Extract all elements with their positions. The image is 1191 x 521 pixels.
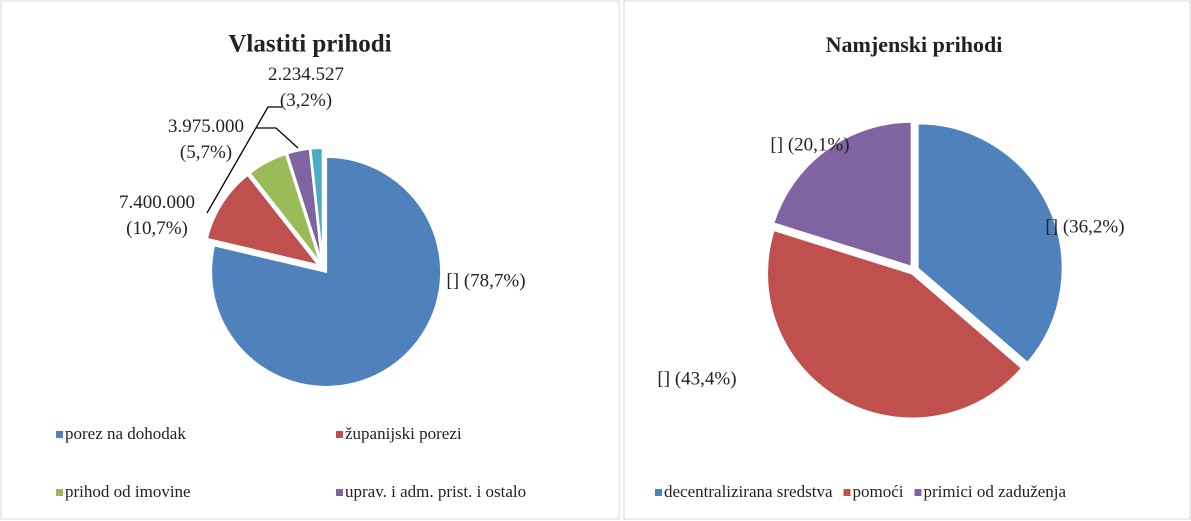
data-label: 3.975.000 (5,7%): [168, 116, 244, 163]
legend-swatch: [56, 489, 63, 496]
pie-slice: [766, 228, 1024, 420]
leader-line: [206, 106, 282, 214]
chart-title: Vlastiti prihodi: [228, 31, 391, 58]
chart-frame: [623, 0, 1191, 520]
pie-slice: [210, 155, 443, 388]
chart-title: Namjenski prihodi: [826, 32, 1003, 57]
legend-swatch: [56, 431, 63, 438]
legend-label: primici od zaduženja: [924, 482, 1067, 501]
data-label: 7.400.000 (10,7%): [119, 192, 195, 239]
pie-slice: [772, 120, 913, 269]
data-label: [] (43,4%): [657, 368, 736, 389]
chart-frame: [0, 0, 620, 520]
legend-swatch: [336, 489, 343, 496]
legend-label: prihod od imovine: [65, 482, 191, 501]
pie-slice: [205, 173, 322, 267]
legend-label: županijski porezi: [345, 424, 462, 443]
data-label: [] (78,7%): [446, 270, 525, 291]
legend-swatch: [655, 489, 662, 496]
pie-slice: [916, 122, 1064, 365]
legend-label: porez na dohodak: [65, 424, 186, 443]
legend-swatch: [336, 431, 343, 438]
legend-label: uprav. i adm. prist. i ostalo: [345, 482, 526, 501]
data-label: [] (36,2%): [1045, 216, 1124, 237]
legend-swatch: [843, 489, 851, 496]
legend-label: pomoći: [853, 482, 904, 501]
data-label: 2.234.527 (3,2%): [268, 64, 344, 111]
pie-slice: [309, 147, 324, 264]
leader-line: [256, 127, 299, 149]
legend-swatch: [914, 489, 922, 496]
data-label: [] (20,1%): [770, 134, 849, 155]
pie-slice: [248, 152, 322, 265]
legend-label: decentralizirana sredstva: [664, 482, 833, 501]
